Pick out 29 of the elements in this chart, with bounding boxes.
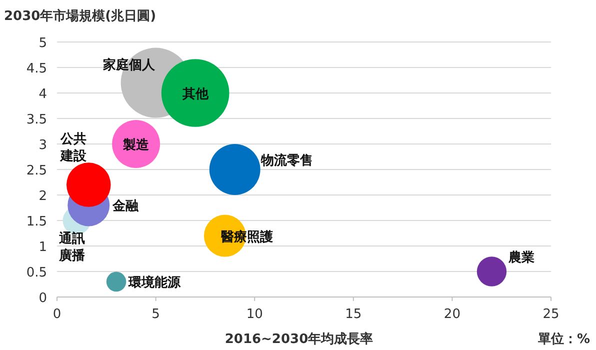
series-label: 金融 (112, 199, 140, 214)
y-tick-label: 4 (38, 87, 47, 102)
y-tick-label: 4.5 (26, 62, 47, 76)
x-tick-label: 0 (52, 307, 62, 322)
series-label: 製造 (122, 138, 150, 153)
series-label: 通訊廣播 (58, 230, 86, 264)
series-label: 環境能源 (127, 274, 182, 291)
y-tick-label: 0.5 (26, 266, 47, 280)
x-tick-label: 5 (152, 307, 160, 322)
series-label: 農業 (508, 250, 535, 266)
series-label: 家庭個人 (102, 56, 156, 73)
y-tick-label: 3.5 (26, 112, 47, 128)
x-tick-label: 25 (542, 307, 560, 322)
x-tick-label: 10 (246, 307, 263, 322)
x-tick-label: 15 (345, 307, 362, 322)
series-label: 其他 (181, 87, 210, 102)
series-label: 物流零售 (260, 152, 313, 168)
y-tick-label: 2.5 (26, 164, 47, 178)
y-tick-label: 1 (38, 240, 47, 255)
y-tick-label: 2 (38, 189, 47, 204)
y-tick-label: 0 (38, 291, 47, 306)
text: 單位：% (536, 332, 590, 347)
y-axis-title: 2030年市場規模(兆日圓) (4, 8, 156, 24)
series-label: 公共建設 (60, 132, 88, 164)
y-tick-label: 3 (38, 138, 47, 153)
y-tick-label: 1.5 (26, 214, 47, 230)
x-tick-label: 20 (444, 307, 460, 322)
y-tick-label: 5 (38, 36, 47, 51)
x-axis-title: 2016~2030年均成長率 (224, 331, 374, 347)
